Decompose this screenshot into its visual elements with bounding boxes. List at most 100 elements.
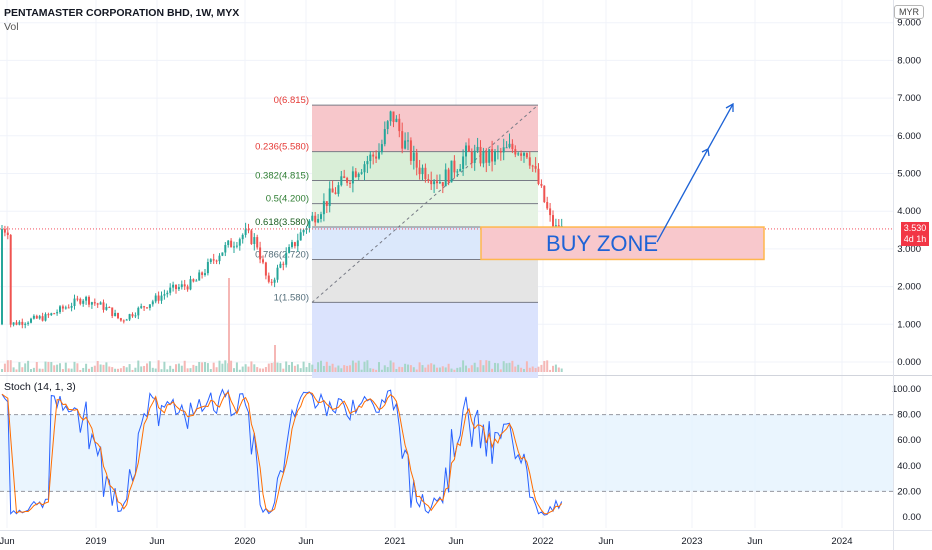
candle-body xyxy=(9,234,12,325)
volume-bar xyxy=(160,369,163,372)
candle-body xyxy=(415,152,418,168)
volume-bar xyxy=(256,367,259,372)
volume-bar xyxy=(485,360,488,372)
volume-bar xyxy=(79,369,82,372)
candle-body xyxy=(511,143,514,150)
candle-body xyxy=(204,273,206,275)
volume-bar xyxy=(514,366,517,372)
volume-bar xyxy=(511,360,514,372)
candle-body xyxy=(88,296,90,305)
time-axis-label: 2022 xyxy=(532,536,553,547)
volume-bar xyxy=(140,366,143,372)
volume-bar xyxy=(218,360,221,372)
volume-bar xyxy=(35,362,38,372)
volume-bar xyxy=(70,368,73,372)
candle-body xyxy=(241,234,244,240)
volume-bar xyxy=(206,363,209,372)
volume-bar xyxy=(137,360,140,372)
candle-body xyxy=(119,318,122,321)
volume-bar xyxy=(311,364,314,372)
candle-body xyxy=(105,307,108,310)
fib-level-label: 0(6.815) xyxy=(274,95,309,106)
candle-body xyxy=(366,161,369,165)
candle-body xyxy=(30,318,32,323)
stoch-axis-label: 80.00 xyxy=(897,410,921,421)
volume-bar xyxy=(389,360,392,372)
candle-body xyxy=(343,176,346,178)
candle-body xyxy=(215,260,218,262)
candle-body xyxy=(61,306,64,309)
volume-bar xyxy=(549,369,552,372)
volume-bar xyxy=(372,368,375,372)
candle-body xyxy=(256,237,259,248)
volume-bar xyxy=(450,368,453,372)
candle-body xyxy=(253,237,256,244)
volume-bar xyxy=(18,362,21,372)
volume-bar xyxy=(369,368,372,372)
candle-body xyxy=(6,232,9,235)
candle-body xyxy=(502,147,505,153)
candle-body xyxy=(357,173,360,178)
stoch-axis-label: 40.00 xyxy=(897,461,921,472)
volume-bar xyxy=(151,367,154,372)
candle-body xyxy=(450,160,453,183)
volume-bar xyxy=(444,367,447,372)
volume-bar xyxy=(346,365,349,372)
volume-bar xyxy=(250,361,253,372)
volume-bar xyxy=(349,365,351,372)
candle-body xyxy=(459,168,462,172)
price-axis-label: 2.000 xyxy=(897,282,921,293)
candle-body xyxy=(143,306,146,308)
candle-body xyxy=(317,218,320,223)
candle-body xyxy=(172,284,175,288)
volume-bar xyxy=(302,361,305,372)
volume-bar xyxy=(21,367,24,372)
candle-body xyxy=(259,247,262,260)
volume-bar xyxy=(467,368,470,372)
volume-bar xyxy=(375,369,378,372)
candle-body xyxy=(41,316,44,321)
volume-bar xyxy=(409,365,412,372)
volume-bar xyxy=(27,360,30,372)
volume-bar xyxy=(157,360,160,372)
volume-bar xyxy=(166,369,169,372)
volume-bar xyxy=(357,360,360,372)
candle-body xyxy=(314,215,317,223)
volume-bar xyxy=(421,365,424,372)
time-axis-label: Jun xyxy=(298,536,313,547)
volume-bar xyxy=(163,361,166,372)
volume-bar xyxy=(93,365,96,372)
volume-bar xyxy=(134,367,137,372)
candle-body xyxy=(134,315,137,317)
candle-body xyxy=(102,302,105,310)
candle-body xyxy=(137,307,140,316)
candle-body xyxy=(328,188,331,206)
candle-body xyxy=(32,315,35,319)
candle-body xyxy=(433,181,436,185)
volume-bar xyxy=(560,368,563,372)
stoch-label: Stoch (14, 1, 3) xyxy=(4,381,76,393)
candle-body xyxy=(21,321,24,325)
candle-body xyxy=(276,267,279,280)
volume-bar xyxy=(279,363,282,372)
volume-bar xyxy=(59,363,61,372)
candlestick-series xyxy=(0,110,893,329)
candle-body xyxy=(44,314,47,321)
candle-body xyxy=(378,152,380,159)
candle-body xyxy=(1,229,3,325)
price-axis-label: 5.000 xyxy=(897,169,921,180)
price-axis-label: 0.000 xyxy=(897,357,921,368)
candle-body xyxy=(38,316,41,319)
volume-bar xyxy=(47,361,50,372)
volume-bar xyxy=(201,362,204,372)
candle-body xyxy=(163,294,166,296)
candle-body xyxy=(3,229,6,233)
volume-bar xyxy=(247,366,250,372)
volume-bar xyxy=(180,365,183,372)
currency-badge[interactable]: MYR xyxy=(894,5,924,19)
volume-bar xyxy=(192,364,195,372)
candle-body xyxy=(479,146,482,164)
candle-body xyxy=(407,140,409,142)
candle-body xyxy=(27,322,30,324)
